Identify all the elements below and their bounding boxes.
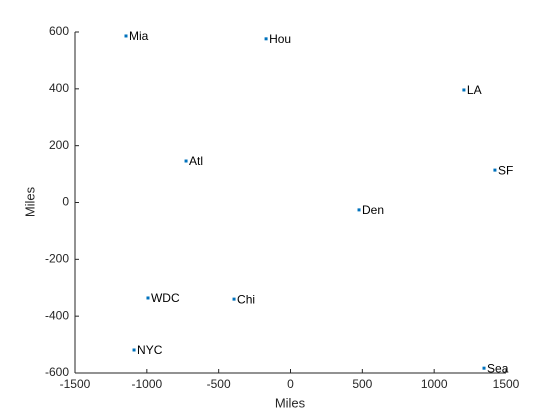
x-tick-label: -500: [207, 377, 231, 391]
x-tick-label: -1000: [131, 377, 162, 391]
x-tick-label: 1500: [493, 377, 520, 391]
point: [132, 348, 136, 352]
point-label: Sea: [487, 361, 509, 375]
point: [232, 297, 236, 301]
y-tick-label: -600: [45, 365, 69, 379]
point-label: WDC: [151, 291, 180, 305]
point-label: Chi: [237, 292, 255, 306]
y-tick-label: 600: [49, 24, 69, 38]
x-tick-label: 1000: [421, 377, 448, 391]
y-axis-label: Miles: [22, 186, 37, 217]
y-tick-label: 400: [49, 81, 69, 95]
point: [124, 34, 128, 38]
point: [146, 296, 150, 300]
y-tick-label: -400: [45, 308, 69, 322]
x-tick-label: 0: [287, 377, 294, 391]
point: [493, 168, 497, 172]
y-tick-label: -200: [45, 252, 69, 266]
point-label: LA: [467, 83, 482, 97]
point: [482, 366, 486, 370]
point: [462, 88, 466, 92]
point: [264, 37, 268, 41]
point-label: SF: [498, 163, 513, 177]
point-label: Hou: [269, 32, 291, 46]
point-label: Den: [362, 203, 384, 217]
y-tick-label: 200: [49, 138, 69, 152]
point: [184, 159, 188, 163]
point-label: NYC: [137, 343, 163, 357]
x-tick-label: -1500: [60, 377, 91, 391]
x-tick-label: 500: [352, 377, 372, 391]
x-axis-label: Miles: [275, 395, 306, 410]
point-label: Mia: [129, 29, 149, 43]
point-label: Atl: [189, 154, 203, 168]
y-tick-label: 0: [62, 195, 69, 209]
point: [357, 208, 361, 212]
